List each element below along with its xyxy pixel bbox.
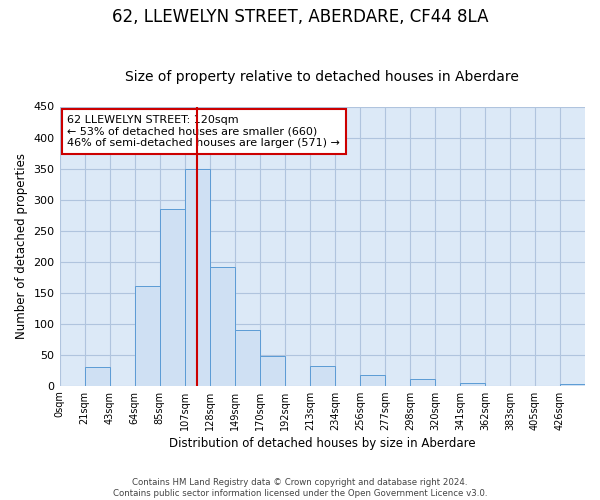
Bar: [185, 168, 209, 386]
Bar: [134, 286, 160, 386]
Bar: [209, 266, 235, 386]
Bar: [410, 379, 435, 386]
Bar: [85, 367, 110, 386]
Bar: [260, 356, 285, 386]
Bar: [310, 366, 335, 386]
Bar: [360, 374, 385, 386]
Bar: [160, 209, 185, 386]
Bar: [460, 382, 485, 386]
Text: Contains HM Land Registry data © Crown copyright and database right 2024.
Contai: Contains HM Land Registry data © Crown c…: [113, 478, 487, 498]
Title: Size of property relative to detached houses in Aberdare: Size of property relative to detached ho…: [125, 70, 519, 85]
Text: 62 LLEWELYN STREET: 120sqm
← 53% of detached houses are smaller (660)
46% of sem: 62 LLEWELYN STREET: 120sqm ← 53% of deta…: [67, 115, 340, 148]
Bar: [560, 384, 585, 386]
Text: 62, LLEWELYN STREET, ABERDARE, CF44 8LA: 62, LLEWELYN STREET, ABERDARE, CF44 8LA: [112, 8, 488, 26]
X-axis label: Distribution of detached houses by size in Aberdare: Distribution of detached houses by size …: [169, 437, 476, 450]
Y-axis label: Number of detached properties: Number of detached properties: [15, 153, 28, 339]
Bar: [235, 330, 260, 386]
